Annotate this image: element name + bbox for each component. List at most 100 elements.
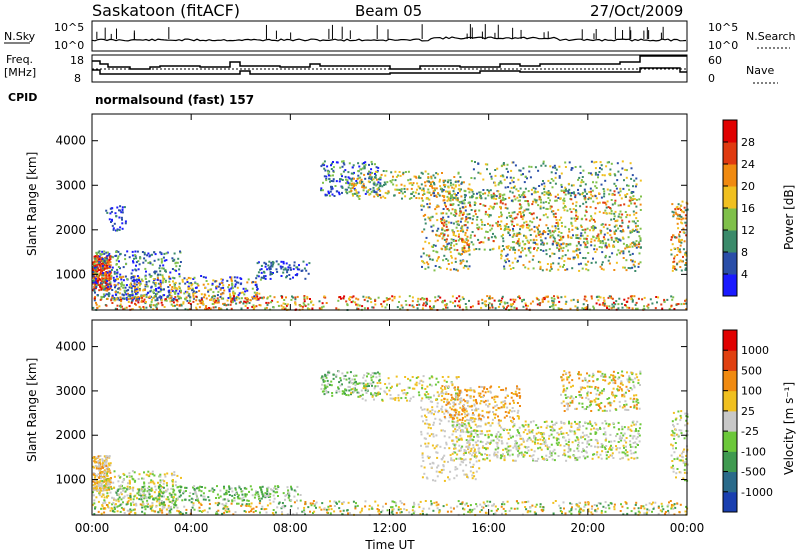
echo-cell — [590, 173, 593, 176]
echo-cell — [310, 300, 313, 303]
echo-cell — [602, 211, 605, 214]
echo-cell — [411, 184, 414, 186]
echo-cell — [103, 469, 106, 472]
echo-cell — [490, 175, 493, 178]
echo-cell — [673, 247, 676, 250]
echo-cell — [168, 280, 171, 283]
echo-cell — [121, 283, 124, 286]
echo-cell — [584, 308, 587, 311]
echo-cell — [189, 308, 192, 311]
echo-cell — [633, 295, 636, 298]
echo-cell — [243, 293, 246, 296]
echo-cell — [209, 307, 212, 310]
echo-cell — [97, 473, 100, 476]
echo-cell — [522, 196, 525, 199]
echo-cell — [318, 506, 321, 509]
echo-cell — [358, 181, 361, 184]
echo-cell — [170, 508, 173, 511]
echo-cell — [478, 226, 481, 229]
echo-cell — [503, 267, 506, 270]
echo-cell — [415, 197, 418, 199]
echo-cell — [330, 168, 333, 170]
echo-cell — [153, 474, 156, 477]
echo-cell — [509, 190, 512, 193]
echo-cell — [424, 240, 427, 243]
echo-cell — [457, 235, 460, 238]
echo-cell — [255, 505, 258, 508]
echo-cell — [473, 248, 476, 251]
echo-cell — [290, 499, 293, 501]
echo-cell — [118, 504, 121, 507]
echo-cell — [109, 483, 111, 486]
echo-cell — [403, 184, 406, 187]
echo-cell — [232, 290, 235, 293]
echo-cell — [500, 301, 503, 304]
echo-cell — [320, 165, 323, 168]
echo-cell — [150, 479, 153, 482]
echo-cell — [177, 297, 180, 300]
echo-cell — [146, 285, 149, 288]
echo-cell — [583, 188, 586, 191]
echo-cell — [95, 251, 98, 254]
echo-cell — [518, 194, 521, 197]
echo-cell — [502, 175, 505, 178]
echo-cell — [331, 185, 333, 188]
echo-cell — [141, 279, 144, 282]
echo-cell — [612, 301, 615, 304]
echo-cell — [138, 297, 140, 300]
echo-cell — [512, 302, 515, 305]
echo-cell — [430, 245, 433, 248]
echo-cell — [556, 246, 559, 249]
echo-cell — [192, 486, 194, 489]
echo-cell — [441, 237, 444, 240]
echo-cell — [246, 281, 249, 284]
echo-cell — [98, 255, 101, 258]
echo-cell — [115, 491, 118, 494]
echo-cell — [657, 505, 660, 508]
echo-cell — [593, 244, 596, 247]
echo-cell — [392, 508, 395, 511]
echo-cell — [490, 177, 493, 180]
echo-cell — [107, 262, 110, 265]
echo-cell — [612, 244, 615, 247]
echo-cell — [123, 495, 126, 498]
echo-cell — [322, 162, 325, 165]
echo-cell — [511, 223, 514, 226]
echo-cell — [431, 229, 434, 232]
echo-cell — [413, 175, 416, 178]
echo-cell — [158, 511, 161, 514]
noise-panel — [91, 20, 688, 52]
echo-cell — [328, 178, 331, 181]
echo-cell — [521, 218, 524, 221]
echo-cell — [473, 204, 476, 206]
echo-cell — [109, 275, 112, 278]
echo-cell — [558, 245, 561, 248]
echo-cell — [327, 505, 330, 508]
echo-cell — [462, 260, 465, 263]
echo-cell — [175, 287, 178, 290]
echo-cell — [104, 457, 107, 460]
echo-cell — [619, 224, 621, 227]
echo-cell — [524, 266, 527, 269]
echo-cell — [445, 503, 448, 506]
echo-cell — [620, 225, 623, 228]
echo-cell — [231, 500, 234, 503]
echo-cell — [401, 197, 403, 200]
echo-cell — [170, 288, 173, 291]
echo-cell — [628, 250, 631, 253]
echo-cell — [236, 295, 239, 298]
colorbar-cell — [723, 230, 737, 253]
echo-cell — [269, 271, 272, 273]
echo-cell — [507, 245, 510, 248]
echo-cell — [517, 238, 520, 241]
echo-cell — [449, 182, 452, 184]
echo-cell — [587, 503, 590, 506]
echo-cell — [132, 486, 135, 489]
echo-cell — [161, 267, 164, 270]
echo-cell — [433, 269, 436, 272]
echo-cell — [637, 265, 640, 268]
echo-cell — [464, 303, 467, 305]
echo-cell — [157, 487, 160, 490]
echo-cell — [156, 299, 159, 302]
echo-cell — [176, 300, 179, 303]
